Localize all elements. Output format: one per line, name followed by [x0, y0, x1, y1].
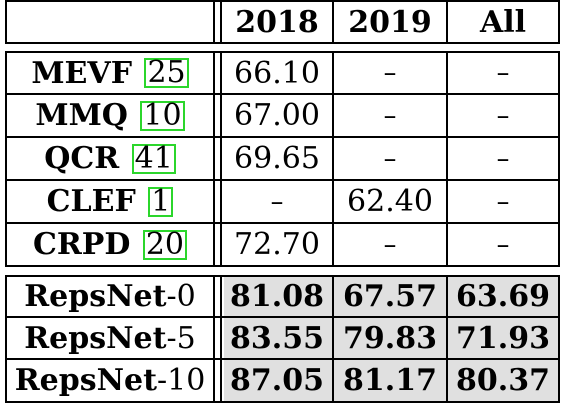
value-2018: 87.05	[230, 363, 324, 398]
method-name: CLEF	[46, 184, 136, 219]
table-row: RepsNet -5 83.55 79.83 71.93	[0, 318, 565, 358]
method-name: RepsNet	[24, 320, 167, 356]
citation-link[interactable]: 10	[140, 100, 185, 131]
table-row: CRPD 20 72.70 – –	[0, 224, 565, 265]
method-cell: QCR 41	[7, 138, 213, 179]
vrule-col2-b1	[332, 51, 334, 267]
vrule-left	[5, 0, 7, 44]
value-all: –	[496, 143, 510, 174]
value-all: 71.93	[456, 320, 550, 356]
method-name: QCR	[44, 141, 120, 176]
value-all: –	[496, 186, 510, 217]
vrule-double-a	[213, 0, 215, 44]
vrule-right	[558, 0, 560, 44]
rule-header-bottom	[5, 42, 560, 44]
rule-row4	[5, 222, 560, 224]
vrule-left-b1	[5, 51, 7, 267]
value-2018: –	[270, 186, 284, 217]
value-2018: 69.65	[234, 141, 320, 176]
rule-block2-top	[5, 275, 560, 277]
vrule-double-a-b1	[213, 51, 215, 267]
table-row: QCR 41 69.65 – –	[0, 138, 565, 179]
vrule-double-b-b2	[220, 275, 222, 403]
rule-block1-bottom	[5, 265, 560, 267]
header-2019: 2019	[348, 4, 432, 40]
vrule-right-b1	[558, 51, 560, 267]
ours-shaded-region	[224, 277, 558, 401]
method-name: RepsNet	[14, 363, 157, 398]
citation-link[interactable]: 20	[142, 229, 188, 260]
method-suffix: -5	[166, 320, 196, 356]
table-row: MMQ 10 67.00 – –	[0, 95, 565, 136]
citation-link[interactable]: 1	[148, 186, 174, 217]
value-2018: 66.10	[234, 55, 320, 91]
method-cell: RepsNet -5	[7, 318, 213, 358]
method-cell: CLEF 1	[7, 181, 213, 222]
method-cell: MMQ 10	[7, 95, 213, 136]
rule-row3	[5, 179, 560, 181]
rule-row1	[5, 93, 560, 95]
vrule-col3-b2	[446, 275, 448, 403]
table-row: MEVF 25 66.10 – –	[0, 53, 565, 93]
value-all: –	[496, 58, 510, 88]
citation-link[interactable]: 41	[131, 143, 176, 174]
vrule-right-b2	[558, 275, 560, 403]
rule-row6	[5, 316, 560, 318]
value-2019: –	[383, 58, 397, 88]
header-all: All	[479, 4, 527, 40]
value-2019: –	[383, 100, 397, 131]
value-2018: 67.00	[234, 98, 320, 133]
value-2019: –	[383, 143, 397, 174]
citation-link[interactable]: 25	[144, 58, 189, 88]
vrule-double-b	[220, 0, 222, 44]
value-2018: 83.55	[230, 320, 324, 356]
method-cell: MEVF 25	[7, 53, 213, 93]
method-suffix: -0	[166, 279, 196, 314]
value-all: 63.69	[456, 279, 550, 314]
value-all: –	[496, 229, 510, 260]
value-all: –	[496, 100, 510, 131]
vrule-double-b-b1	[220, 51, 222, 267]
value-2018: 81.08	[230, 279, 324, 314]
vrule-col2	[332, 0, 334, 44]
method-cell: RepsNet -0	[7, 277, 213, 316]
rule-row2	[5, 136, 560, 138]
method-cell: RepsNet -10	[7, 360, 213, 401]
method-name: RepsNet	[24, 279, 167, 314]
method-name: MMQ	[35, 98, 128, 133]
method-cell: CRPD 20	[7, 224, 213, 265]
rule-bottom	[5, 401, 560, 403]
rule-row7	[5, 358, 560, 360]
value-2018: 72.70	[234, 227, 320, 262]
vrule-col2-b2	[332, 275, 334, 403]
vrule-col3	[446, 0, 448, 44]
vrule-col3-b1	[446, 51, 448, 267]
rule-block1-top	[5, 51, 560, 53]
value-2019: 79.83	[343, 320, 437, 356]
value-2019: 62.40	[347, 184, 433, 219]
method-name: MEVF	[31, 55, 132, 91]
method-suffix: -10	[156, 363, 206, 398]
table-row: CLEF 1 – 62.40 –	[0, 181, 565, 222]
value-all: 80.37	[456, 363, 550, 398]
table-row: RepsNet -0 81.08 67.57 63.69	[0, 277, 565, 316]
vrule-double-a-b2	[213, 275, 215, 403]
value-2019: –	[383, 229, 397, 260]
rule-top	[5, 0, 560, 2]
header-row: 2018 2019 All	[0, 2, 565, 42]
method-name: CRPD	[32, 227, 131, 262]
value-2019: 67.57	[343, 279, 437, 314]
vrule-left-b2	[5, 275, 7, 403]
header-2018: 2018	[235, 4, 319, 40]
value-2019: 81.17	[343, 363, 437, 398]
table-row: RepsNet -10 87.05 81.17 80.37	[0, 360, 565, 401]
